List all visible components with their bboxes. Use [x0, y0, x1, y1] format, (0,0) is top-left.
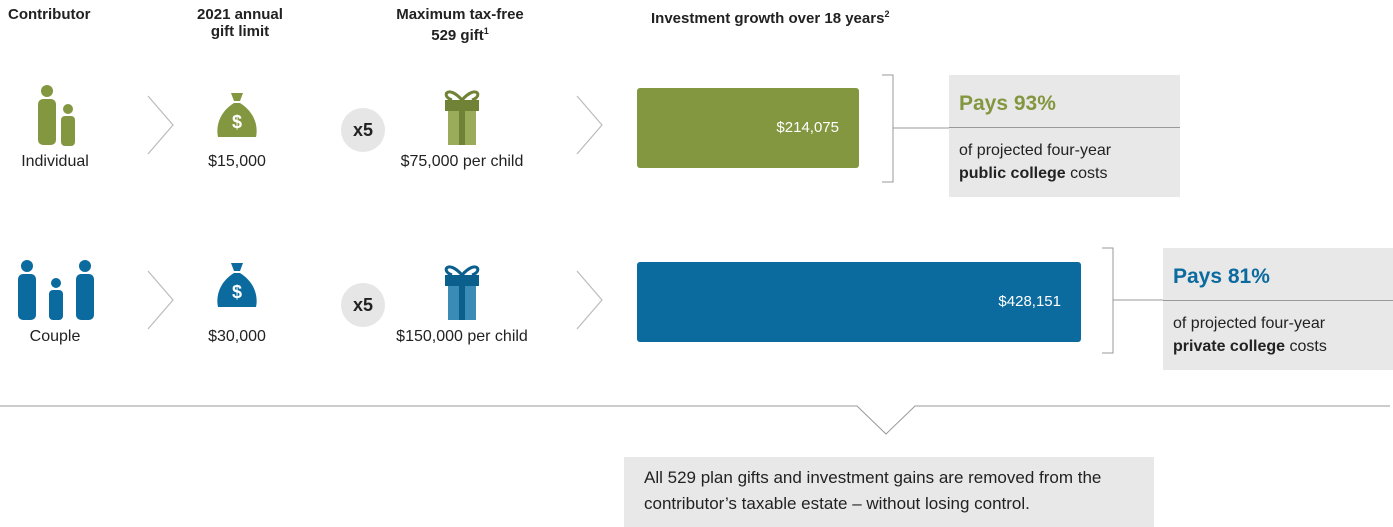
bar: $428,151 — [637, 262, 1081, 342]
bag-sign: $ — [232, 282, 242, 302]
footnote: 1 — [483, 26, 489, 36]
chevrons — [147, 95, 603, 330]
gift-limit-label: $15,000 — [208, 153, 266, 170]
bar-label: $214,075 — [776, 119, 839, 136]
bag-icon — [217, 93, 257, 137]
divider — [1163, 300, 1393, 301]
individual-icon — [38, 85, 75, 146]
pays-box: Pays 93% of projected four-year public col… — [949, 75, 1180, 197]
gift-icon — [444, 90, 480, 145]
header: Contributor — [8, 6, 91, 23]
header: Investment growth over 18 years2 — [651, 6, 889, 27]
header-text: Investment growth over 18 years — [651, 10, 885, 27]
divider — [949, 127, 1180, 128]
pays-title: Pays 81% — [1173, 265, 1270, 288]
max-gift-label: $150,000 per child — [396, 328, 528, 345]
desc-end: costs — [1289, 338, 1327, 355]
bag-icon — [217, 263, 257, 307]
desc-text: of projected four-year — [959, 142, 1112, 159]
bar-label: $428,151 — [998, 293, 1061, 310]
desc-bold: public college — [959, 165, 1066, 182]
desc-text: of projected four-year — [1173, 315, 1326, 332]
multiplier: x5 — [341, 283, 385, 327]
header: 2021 annual gift limit — [197, 6, 283, 40]
pays-title: Pays 93% — [959, 92, 1056, 115]
footnote: 2 — [884, 9, 890, 19]
pays-desc: of projected four-year private college co… — [1173, 312, 1327, 358]
max-gift-label: $75,000 per child — [400, 153, 524, 170]
contributor-label: Individual — [21, 153, 89, 170]
header: Maximum tax-free 529 gift1 — [395, 6, 525, 44]
bar: $214,075 — [637, 88, 859, 168]
couple-icon — [18, 260, 94, 320]
note: All 529 plan gifts and investment gains … — [624, 457, 1154, 527]
contributor-label: Couple — [29, 328, 81, 345]
multiplier: x5 — [341, 108, 385, 152]
bag-sign: $ — [232, 112, 242, 132]
brackets — [0, 74, 1390, 435]
gift-limit-label: $30,000 — [208, 328, 266, 345]
pays-desc: of projected four-year public college cos… — [959, 139, 1111, 185]
pays-box: Pays 81% of projected four-year private co… — [1163, 248, 1393, 370]
desc-bold: private college — [1173, 338, 1286, 355]
gift-icon — [444, 265, 480, 320]
desc-end: costs — [1070, 165, 1108, 182]
header-text: Maximum tax-free 529 gift — [396, 6, 524, 44]
